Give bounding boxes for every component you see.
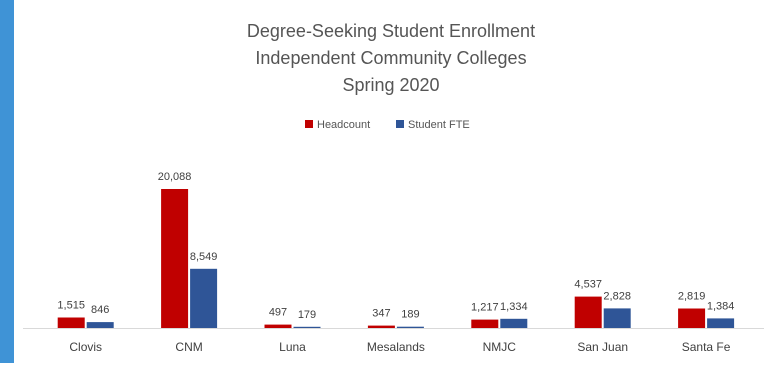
value-label-student-fte-clovis: 846 bbox=[91, 304, 109, 316]
value-label-student-fte-san-juan: 2,828 bbox=[603, 290, 631, 302]
bar-student-fte-santa-fe bbox=[707, 318, 735, 328]
value-label-headcount-luna: 497 bbox=[269, 307, 287, 319]
bar-headcount-cnm bbox=[161, 189, 189, 328]
value-label-student-fte-mesalands: 189 bbox=[401, 309, 419, 321]
bar-student-fte-mesalands bbox=[396, 326, 424, 328]
chart-title-line-1: Degree-Seeking Student Enrollment bbox=[247, 21, 535, 41]
value-label-headcount-clovis: 1,515 bbox=[57, 300, 85, 312]
category-label-san-juan: San Juan bbox=[577, 340, 628, 354]
value-label-student-fte-nmjc: 1,334 bbox=[500, 301, 528, 313]
value-label-student-fte-luna: 179 bbox=[298, 309, 316, 321]
legend: Headcount Student FTE bbox=[305, 119, 470, 131]
chart-title: Degree-Seeking Student Enrollment Indepe… bbox=[247, 21, 535, 95]
bar-headcount-mesalands bbox=[367, 325, 395, 328]
legend-swatch-headcount bbox=[305, 120, 313, 128]
bar-headcount-nmjc bbox=[471, 319, 499, 328]
chart-panel: Degree-Seeking Student Enrollment Indepe… bbox=[14, 0, 771, 363]
value-label-headcount-cnm: 20,088 bbox=[158, 171, 192, 183]
legend-swatch-student-fte bbox=[396, 120, 404, 128]
bar-student-fte-cnm bbox=[190, 268, 218, 328]
value-labels-group: 1,515 846 20,088 8,549 497 179 347 189 1,217 1,33… bbox=[57, 171, 734, 321]
category-label-cnm: CNM bbox=[175, 340, 202, 354]
chart-title-line-3: Spring 2020 bbox=[342, 75, 439, 95]
bar-headcount-santa-fe bbox=[678, 308, 706, 328]
bar-student-fte-luna bbox=[293, 326, 321, 328]
bar-headcount-clovis bbox=[57, 317, 85, 328]
bar-student-fte-san-juan bbox=[603, 308, 631, 328]
chart-title-line-2: Independent Community Colleges bbox=[255, 48, 526, 68]
category-label-santa-fe: Santa Fe bbox=[682, 340, 731, 354]
value-label-headcount-san-juan: 4,537 bbox=[574, 279, 602, 291]
category-label-luna: Luna bbox=[279, 340, 306, 354]
value-label-headcount-nmjc: 1,217 bbox=[471, 302, 499, 314]
bar-headcount-san-juan bbox=[574, 296, 602, 328]
value-label-headcount-santa-fe: 2,819 bbox=[678, 291, 706, 303]
value-label-headcount-mesalands: 347 bbox=[372, 308, 390, 320]
category-label-nmjc: NMJC bbox=[483, 340, 517, 354]
value-label-student-fte-santa-fe: 1,384 bbox=[707, 300, 735, 312]
bar-student-fte-clovis bbox=[86, 322, 114, 328]
legend-label-student-fte: Student FTE bbox=[408, 119, 470, 131]
legend-label-headcount: Headcount bbox=[317, 119, 370, 131]
value-label-student-fte-cnm: 8,549 bbox=[190, 251, 218, 263]
bars-group bbox=[57, 189, 735, 328]
bar-student-fte-nmjc bbox=[500, 318, 528, 328]
category-label-clovis: Clovis bbox=[69, 340, 102, 354]
bar-headcount-luna bbox=[264, 324, 292, 328]
enrollment-bar-chart: Degree-Seeking Student Enrollment Indepe… bbox=[23, 21, 764, 354]
category-labels-group: Clovis CNM Luna Mesalands NMJC San Juan Santa … bbox=[69, 340, 730, 354]
category-label-mesalands: Mesalands bbox=[367, 340, 425, 354]
